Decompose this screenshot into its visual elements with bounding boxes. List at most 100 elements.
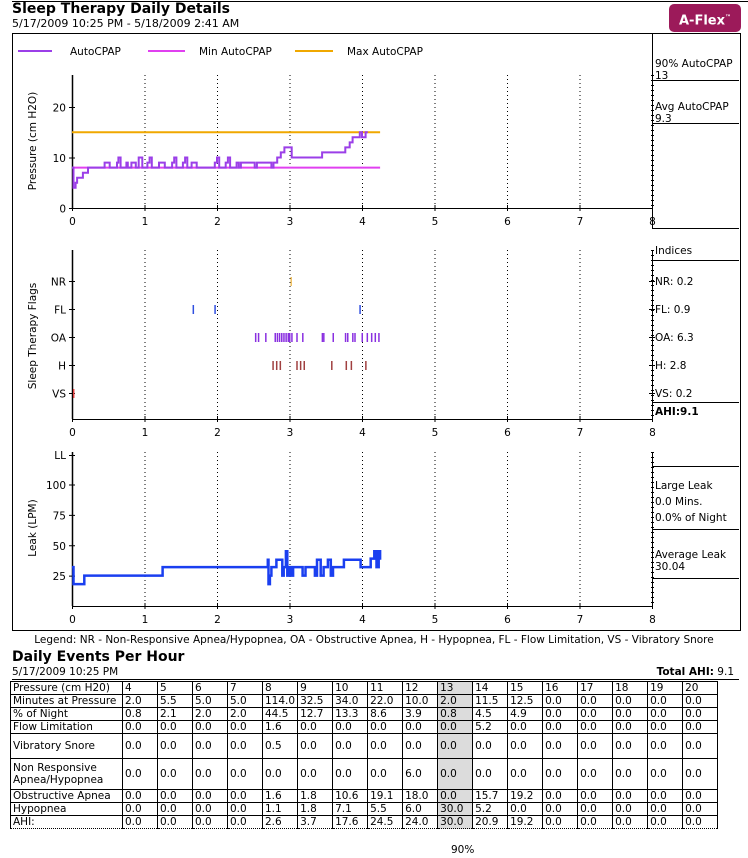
table-cell: 0.0 — [682, 720, 719, 734]
table-cell: 15 — [507, 681, 544, 695]
table-cell: 0.0 — [577, 815, 614, 829]
total-ahi-value: 9.1 — [717, 666, 734, 678]
y-tick-label: FL — [54, 305, 66, 317]
table-cell: 14 — [472, 681, 509, 695]
flag-mark-oa — [283, 333, 285, 342]
x-tick-label: 0 — [69, 614, 76, 626]
table-cell: 2.1 — [157, 707, 193, 721]
table-cell: 5.0 — [227, 694, 263, 708]
table-row: AHI: 0.0 0.0 0.0 0.0 2.6 3.7 17.6 24.5 24.0 30.0 20… — [10, 815, 719, 829]
table-cell: 0.0 — [507, 802, 544, 816]
table-cell: 0.0 — [612, 789, 649, 803]
flag-mark-oa — [374, 333, 377, 342]
row-label: Non Responsive Apnea/Hypopnea — [10, 758, 123, 790]
y-tick-label: OA — [51, 333, 67, 345]
avg-panel: Avg AutoCPAP 9.3 — [655, 101, 729, 125]
table-cell: 0.0 — [647, 758, 684, 790]
table-cell: 0.0 — [122, 720, 158, 734]
table-cell: 0.0 — [577, 694, 614, 708]
x-tick-label: 7 — [577, 216, 584, 228]
x-tick-label: 6 — [504, 614, 511, 626]
table-cell: 0.0 — [682, 789, 719, 803]
table-cell: 0.0 — [507, 733, 544, 759]
y-tick-label: H — [58, 361, 66, 373]
y-tick-label: 25 — [53, 571, 66, 583]
table-cell: 0.0 — [227, 802, 263, 816]
flag-mark-h — [365, 361, 367, 370]
large-leak-mins: 0.0 Mins. — [655, 496, 703, 508]
table-cell: 44.5 — [261, 707, 299, 721]
leak-chart: 0 1 2 3 4 5 6 7 8 Leak (LPM) 25 50 75 100 LL — [27, 450, 656, 626]
table-cell: 0.0 — [577, 758, 614, 790]
table-cell: 22.0 — [367, 694, 404, 708]
x-tick-label: 1 — [142, 427, 149, 439]
table-cell: 0.0 — [227, 789, 263, 803]
x-tick-label: 0 — [69, 427, 76, 439]
legend-label-autocpap: AutoCPAP — [70, 46, 121, 58]
page-title: Sleep Therapy Daily Details — [12, 1, 231, 17]
table-cell: 5 — [157, 681, 193, 695]
flags-legend-text: Legend: NR - Non-Responsive Apnea/Hypopn… — [34, 634, 714, 646]
flag-mark-h — [345, 361, 348, 370]
table-cell: 7.1 — [332, 802, 369, 816]
charts-frame — [12, 33, 741, 631]
table-cell: 2.0 — [437, 694, 474, 708]
y-tick-label: 0 — [59, 204, 66, 216]
table-cell: 13 — [437, 681, 474, 695]
x-tick-label: 1 — [142, 216, 149, 228]
large-leak-panel: Large Leak 0.0 Mins. 0.0% of Night — [655, 478, 727, 526]
table-cell: 0.0 — [367, 733, 404, 759]
y-tick-label: NR — [51, 277, 66, 289]
y-tick-label: 10 — [53, 153, 66, 165]
flags-chart: 0 1 2 3 4 5 6 7 8 Sleep Therapy Flags NR FL OA H VS — [27, 250, 656, 439]
flag-mark-h — [303, 361, 305, 370]
table-cell: 0.0 — [647, 694, 684, 708]
table-cell: 7 — [227, 681, 263, 695]
table-cell: 0.0 — [437, 733, 474, 759]
row-label: Obstructive Apnea — [10, 789, 123, 803]
table-cell: 0.0 — [192, 815, 228, 829]
events-rule — [12, 679, 739, 680]
pressure-legend: AutoCPAP Min AutoCPAP Max AutoCPAP — [18, 46, 423, 58]
pressure-chart: 0 1 2 3 4 5 6 7 8 Pressure (cm H2O) 0 10 20 — [27, 75, 656, 228]
table-cell: 1.6 — [261, 789, 299, 803]
table-cell: 0.0 — [297, 758, 334, 790]
x-tick-label: 7 — [577, 427, 584, 439]
table-cell: 0.0 — [542, 707, 579, 721]
y-tick-label: 50 — [53, 541, 66, 553]
date-range: 5/17/2009 10:25 PM - 5/18/2009 2:41 AM — [12, 17, 240, 30]
table-cell: 16 — [542, 681, 579, 695]
table-cell: 18 — [612, 681, 649, 695]
avg-leak-panel: Average Leak 30.04 — [655, 549, 726, 573]
flag-mark-oa — [366, 333, 369, 342]
table-cell: 0.0 — [647, 802, 684, 816]
table-cell: 0.0 — [507, 720, 544, 734]
aflex-badge: A-Flex™ — [669, 4, 741, 32]
table-cell: 0.0 — [122, 789, 158, 803]
table-row: % of Night 0.8 2.1 2.0 2.0 44.5 12.7 13.3 8.6 3.9… — [10, 707, 719, 721]
table-cell: 2.0 — [227, 707, 263, 721]
table-cell: 34.0 — [332, 694, 369, 708]
table-cell: 5.2 — [472, 720, 509, 734]
flag-mark-oa — [352, 333, 354, 342]
table-cell: 0.5 — [261, 733, 299, 759]
table-cell: 0.0 — [157, 758, 193, 790]
table-cell: 6.0 — [402, 758, 439, 790]
table-cell: 0.0 — [472, 758, 509, 790]
y-tick-label: VS — [52, 389, 66, 401]
table-cell: 0.0 — [682, 815, 719, 829]
table-cell: 30.0 — [437, 815, 474, 829]
table-cell: 1.6 — [261, 720, 299, 734]
x-tick-label: 5 — [432, 216, 439, 228]
percentile-90-note: 90% — [451, 844, 475, 856]
table-cell: 0.0 — [612, 694, 649, 708]
table-cell: 4 — [122, 681, 158, 695]
table-cell: 19.2 — [507, 815, 544, 829]
table-cell: 0.0 — [367, 758, 404, 790]
table-cell: 0.0 — [297, 733, 334, 759]
flag-mark-oa — [354, 333, 356, 342]
row-label: Vibratory Snore — [10, 733, 123, 759]
table-cell: 0.0 — [297, 720, 334, 734]
table-cell: 11.5 — [472, 694, 509, 708]
table-cell: 0.0 — [542, 789, 579, 803]
